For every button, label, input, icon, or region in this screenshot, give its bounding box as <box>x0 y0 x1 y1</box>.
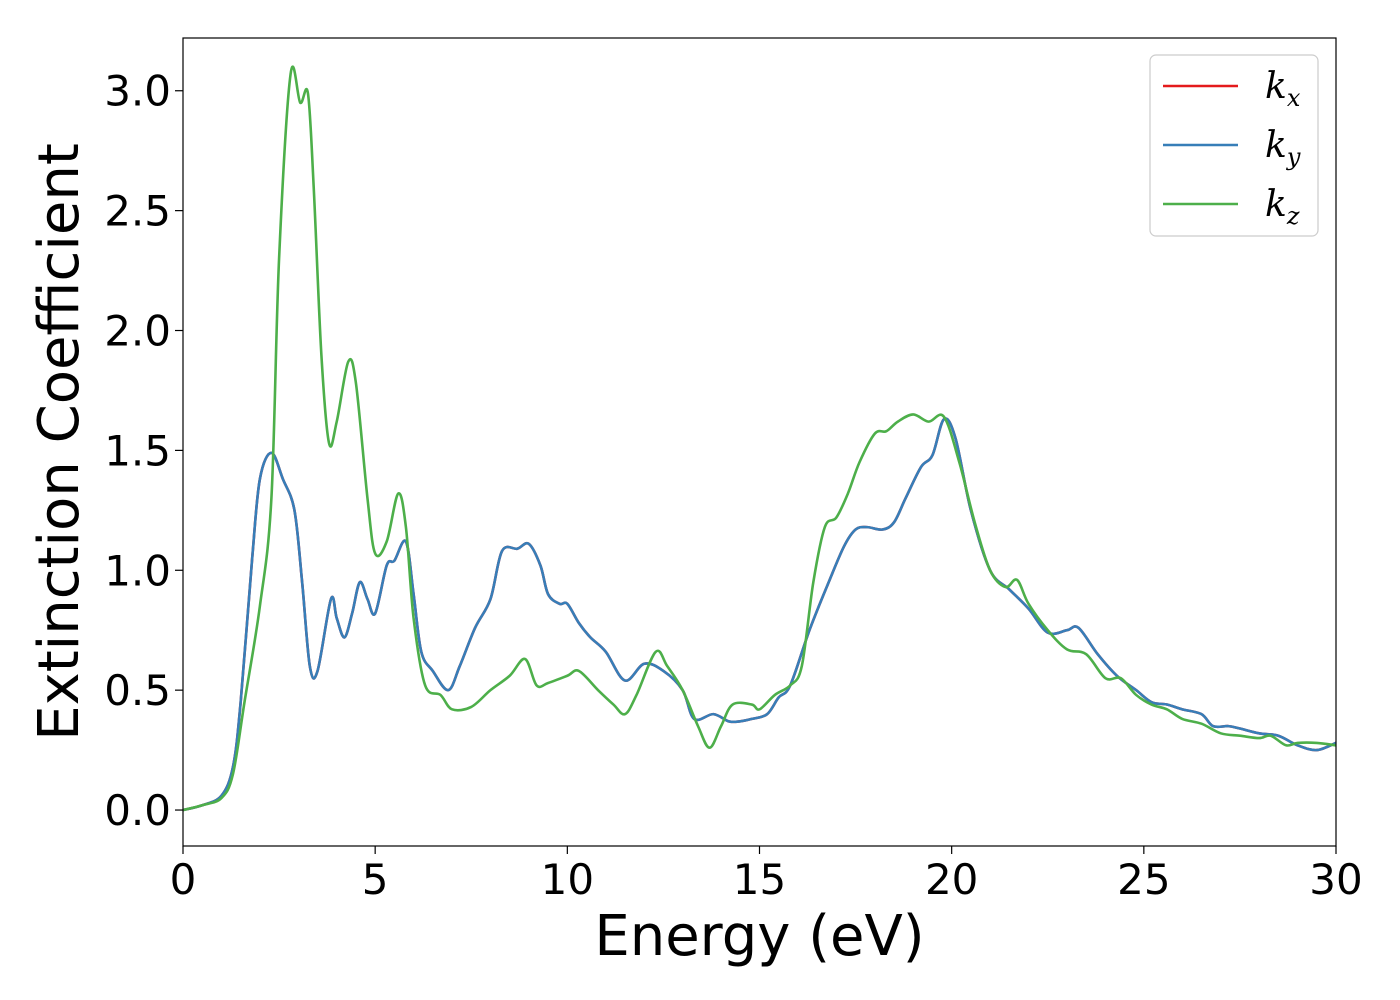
series-lines <box>183 65 1336 812</box>
legend-entry-kx: kx <box>1265 66 1301 112</box>
legend-entry-ky: ky <box>1265 125 1301 171</box>
y-tick-label: 1.0 <box>104 546 171 595</box>
x-tick-label: 15 <box>733 855 786 904</box>
y-axis-label: Extinction Coefficient <box>27 143 92 741</box>
series-line-ky <box>183 417 1336 812</box>
y-tick-label: 0.5 <box>104 666 171 715</box>
y-tick-label: 2.0 <box>104 307 171 356</box>
x-tick-label: 20 <box>925 855 978 904</box>
series-line-kx <box>183 417 1336 812</box>
x-tick-label: 5 <box>362 855 389 904</box>
x-tick-label: 25 <box>1117 855 1170 904</box>
x-tick-label: 0 <box>170 855 197 904</box>
legend-entry-base: k <box>1265 125 1287 166</box>
x-tick-label: 10 <box>541 855 594 904</box>
legend-entry-subscript: z <box>1286 202 1300 230</box>
series-line-kz <box>183 65 1336 812</box>
y-tick-label: 2.5 <box>104 187 171 236</box>
x-axis-label: Energy (eV) <box>594 904 924 969</box>
legend-entry-kz: kz <box>1265 184 1300 230</box>
axis-ticks: 0 5 10 15 20 25 30 0.0 0.5 1.0 1.5 2.0 2.5 3.0 <box>104 67 1363 904</box>
x-tick-label: 30 <box>1309 855 1362 904</box>
y-tick-label: 0.0 <box>104 786 171 835</box>
plot-frame <box>182 37 1337 847</box>
legend-entry-subscript: y <box>1286 143 1301 171</box>
y-tick-label: 3.0 <box>104 67 171 116</box>
y-tick-label: 1.5 <box>104 426 171 475</box>
legend-entry-base: k <box>1265 66 1287 107</box>
legend-entry-subscript: x <box>1287 84 1301 112</box>
legend-entry-base: k <box>1265 184 1287 225</box>
